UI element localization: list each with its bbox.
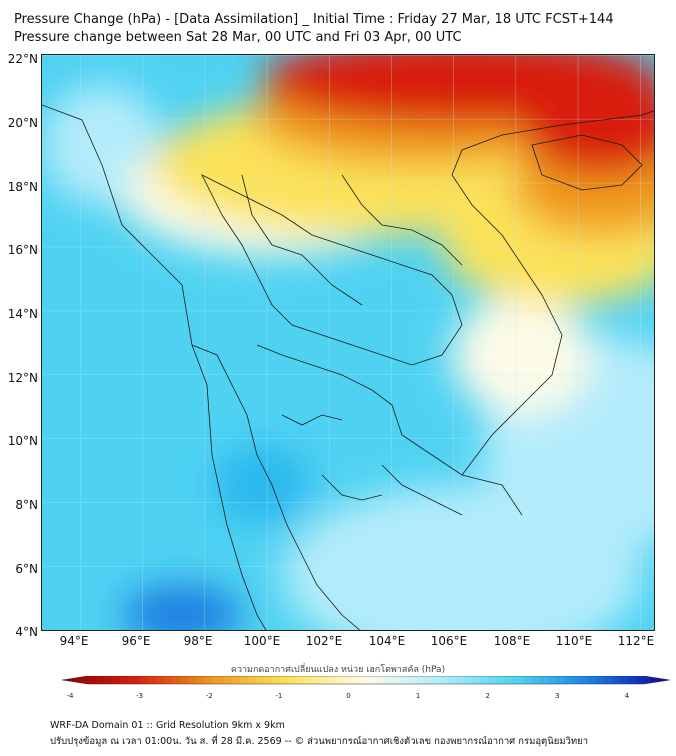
lat-label-14n: 14°N [7, 307, 38, 321]
lat-label-18n: 18°N [7, 180, 38, 194]
chart-title: Pressure Change (hPa) - [Data Assimilati… [14, 12, 614, 27]
colorbar-tick-label: 0 [346, 692, 350, 700]
lat-label-22n: 22°N [7, 52, 38, 66]
colorbar-tick-label: -1 [275, 692, 282, 700]
lat-label-6n: 6°N [15, 562, 38, 576]
colorbar-tick-label: -3 [136, 692, 143, 700]
colorbar: -4 -3 -2 -1 0 1 2 3 4 [61, 676, 671, 700]
lon-label-96e: 96°E [121, 634, 151, 648]
colorbar-tick-label: 4 [625, 692, 630, 700]
lat-label-16n: 16°N [7, 243, 38, 257]
lon-label-112e: 112°E [617, 634, 655, 648]
lon-label-100e: 100°E [243, 634, 281, 648]
colorbar-tick-label: 1 [416, 692, 420, 700]
colorbar-tick-label: 3 [555, 692, 559, 700]
lat-label-4n: 4°N [15, 625, 38, 639]
lat-label-8n: 8°N [15, 498, 38, 512]
colorbar-tick-label: -2 [206, 692, 213, 700]
chart-subtitle: Pressure change between Sat 28 Mar, 00 U… [14, 30, 462, 45]
footer-model-info: WRF-DA Domain 01 :: Grid Resolution 9km … [50, 720, 285, 731]
lat-label-20n: 20°N [7, 116, 38, 130]
lon-label-106e: 106°E [430, 634, 468, 648]
colorbar-tick-label: 2 [486, 692, 490, 700]
colorbar-tick-label: -4 [67, 692, 75, 700]
colorbar-title: ความกดอากาศเปลี่ยนแปลง หน่วย เฮกโตพาสคัล… [230, 665, 446, 675]
lon-label-98e: 98°E [183, 634, 213, 648]
coastline-borders [42, 104, 654, 630]
lon-label-102e: 102°E [305, 634, 343, 648]
pressure-change-map [41, 54, 655, 631]
colorbar-ticks: -4 -3 -2 -1 0 1 2 3 4 [67, 692, 630, 700]
lon-label-104e: 104°E [368, 634, 406, 648]
map-field [42, 55, 654, 630]
colorbar-bar [61, 676, 671, 685]
footer-update-info: ปรับปรุงข้อมูล ณ เวลา 01:00น. วัน ส. ที่… [50, 736, 589, 747]
lon-label-108e: 108°E [493, 634, 531, 648]
lat-label-12n: 12°N [7, 371, 38, 385]
lon-label-110e: 110°E [555, 634, 593, 648]
lat-label-10n: 10°N [7, 434, 38, 448]
lon-label-94e: 94°E [59, 634, 89, 648]
